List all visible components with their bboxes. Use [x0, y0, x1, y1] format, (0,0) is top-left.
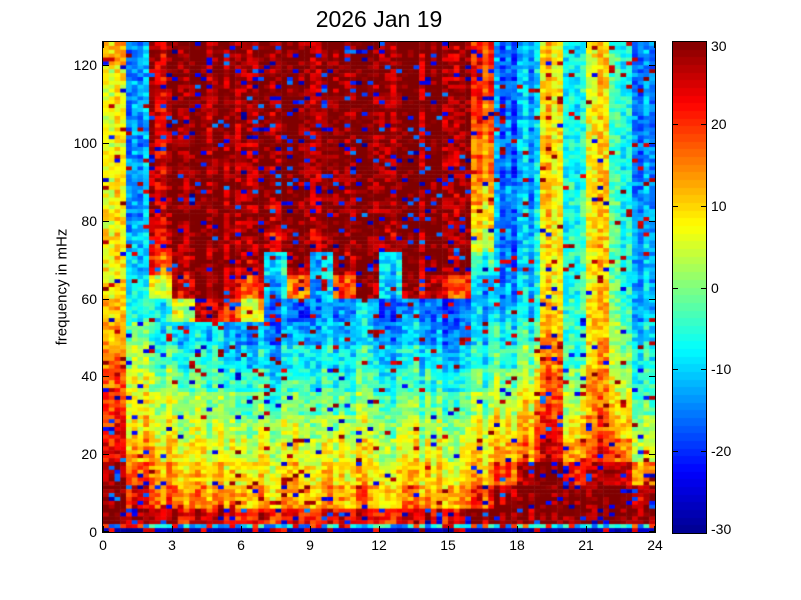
y-tick-label: 120	[73, 57, 97, 73]
colorbar-tick-mark	[673, 451, 678, 452]
colorbar-tick-mark	[701, 288, 706, 289]
colorbar-tick-mark	[701, 369, 706, 370]
colorbar-tick-mark	[673, 369, 678, 370]
x-tick-label: 15	[440, 537, 456, 553]
colorbar-tick-label: 10	[711, 198, 727, 214]
colorbar-tick-mark	[701, 124, 706, 125]
axis-tick-mark	[649, 454, 655, 455]
axis-tick-mark	[241, 526, 242, 532]
axis-tick-mark	[310, 42, 311, 48]
axis-tick-mark	[649, 65, 655, 66]
y-tick-label: 40	[81, 368, 97, 384]
axis-tick-mark	[241, 42, 242, 48]
axis-tick-mark	[448, 42, 449, 48]
x-tick-label: 3	[168, 537, 176, 553]
x-tick-label: 12	[371, 537, 387, 553]
x-tick-label: 0	[99, 537, 107, 553]
colorbar-tick-mark	[701, 206, 706, 207]
y-tick-label: 60	[81, 291, 97, 307]
y-tick-label: 100	[73, 135, 97, 151]
axis-tick-mark	[649, 221, 655, 222]
heatmap-plot	[102, 41, 656, 533]
axis-tick-mark	[448, 526, 449, 532]
axis-tick-mark	[649, 299, 655, 300]
colorbar	[672, 41, 707, 534]
colorbar-tick-label: -20	[711, 443, 732, 459]
axis-tick-mark	[172, 42, 173, 48]
x-tick-label: 18	[509, 537, 525, 553]
axis-tick-mark	[379, 42, 380, 48]
colorbar-canvas	[673, 42, 706, 533]
colorbar-tick-label: 20	[711, 116, 727, 132]
chart-title: 2026 Jan 19	[315, 6, 443, 32]
x-tick-label: 24	[647, 537, 663, 553]
colorbar-tick-label: 0	[711, 280, 719, 296]
y-tick-label: 20	[81, 446, 97, 462]
x-tick-label: 21	[578, 537, 594, 553]
axis-tick-mark	[649, 531, 655, 532]
y-tick-label: 0	[89, 524, 97, 540]
axis-tick-mark	[103, 42, 104, 48]
heatmap-canvas	[103, 42, 655, 532]
axis-tick-mark	[654, 42, 655, 48]
axis-tick-mark	[649, 376, 655, 377]
axis-tick-mark	[103, 531, 109, 532]
axis-tick-mark	[586, 42, 587, 48]
colorbar-tick-mark	[701, 451, 706, 452]
colorbar-tick-label: 30	[711, 38, 727, 54]
y-axis-label: frequency in mHz	[53, 228, 71, 346]
x-tick-label: 6	[237, 537, 245, 553]
axis-tick-mark	[103, 65, 109, 66]
axis-tick-mark	[103, 143, 109, 144]
axis-tick-mark	[517, 42, 518, 48]
axis-tick-mark	[586, 526, 587, 532]
axis-tick-mark	[103, 526, 104, 532]
axis-tick-mark	[103, 376, 109, 377]
x-tick-label: 9	[306, 537, 314, 553]
colorbar-tick-label: -30	[711, 521, 732, 537]
axis-tick-mark	[517, 526, 518, 532]
axis-tick-mark	[379, 526, 380, 532]
colorbar-tick-mark	[673, 124, 678, 125]
axis-tick-mark	[103, 221, 109, 222]
axis-tick-mark	[649, 143, 655, 144]
colorbar-tick-mark	[673, 206, 678, 207]
colorbar-tick-mark	[673, 288, 678, 289]
axis-tick-mark	[103, 299, 109, 300]
axis-tick-mark	[310, 526, 311, 532]
axis-tick-mark	[654, 526, 655, 532]
y-tick-label: 80	[81, 213, 97, 229]
axis-tick-mark	[103, 454, 109, 455]
colorbar-tick-label: -10	[711, 361, 732, 377]
axis-tick-mark	[172, 526, 173, 532]
